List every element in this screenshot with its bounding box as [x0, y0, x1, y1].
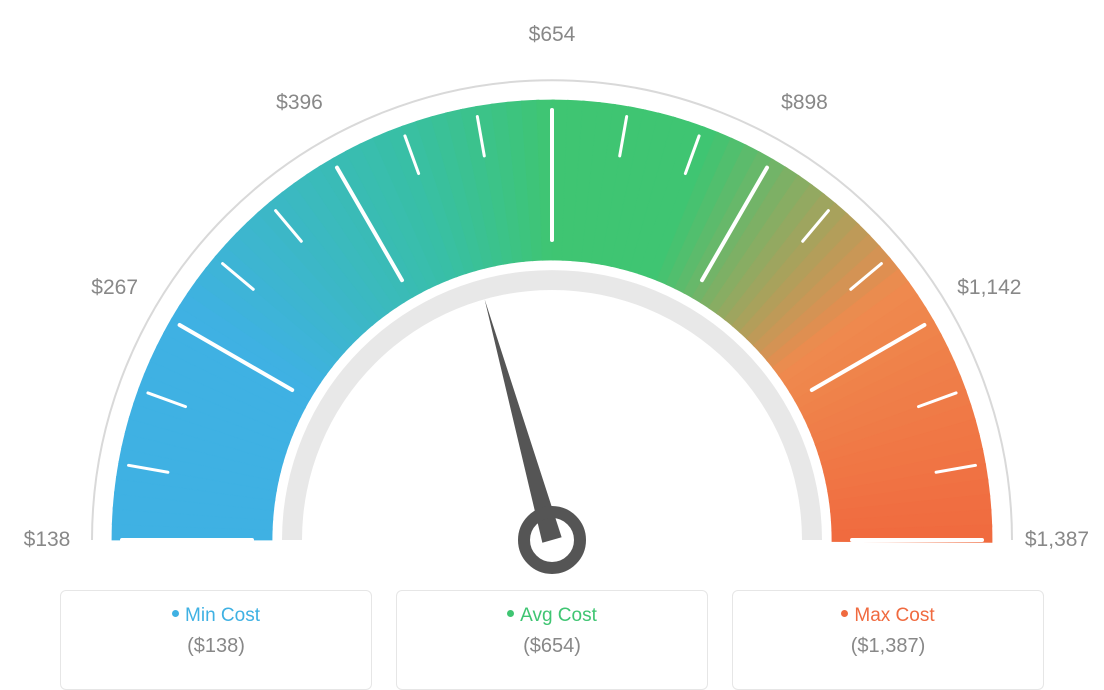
gauge-area: $138 $267 $396 $654 $898 $1,142 $1,387 — [0, 0, 1104, 575]
legend-row: Min Cost ($138) Avg Cost ($654) Max Cost ($1,… — [0, 590, 1104, 690]
tick-label: $1,142 — [957, 276, 1021, 300]
tick-label: $1,387 — [1025, 528, 1089, 552]
tick-label: $267 — [91, 276, 138, 300]
tick-label: $138 — [24, 528, 71, 552]
legend-title-max: Max Cost — [743, 605, 1033, 627]
tick-label: $396 — [276, 91, 323, 115]
legend-label-text: Min Cost — [185, 605, 260, 626]
legend-card-avg: Avg Cost ($654) — [396, 590, 708, 690]
legend-value-max: ($1,387) — [743, 635, 1033, 658]
legend-label-text: Avg Cost — [520, 605, 597, 626]
legend-dot-icon — [172, 610, 179, 617]
tick-label: $654 — [529, 23, 576, 47]
legend-title-min: Min Cost — [71, 605, 361, 627]
legend-label-text: Max Cost — [854, 605, 934, 626]
tick-label: $898 — [781, 91, 828, 115]
legend-value-min: ($138) — [71, 635, 361, 658]
legend-card-max: Max Cost ($1,387) — [732, 590, 1044, 690]
legend-card-min: Min Cost ($138) — [60, 590, 372, 690]
chart-container: $138 $267 $396 $654 $898 $1,142 $1,387 Min Cos… — [0, 0, 1104, 690]
legend-value-avg: ($654) — [407, 635, 697, 658]
gauge-svg — [0, 0, 1104, 575]
legend-title-avg: Avg Cost — [407, 605, 697, 627]
legend-dot-icon — [841, 610, 848, 617]
legend-dot-icon — [507, 610, 514, 617]
